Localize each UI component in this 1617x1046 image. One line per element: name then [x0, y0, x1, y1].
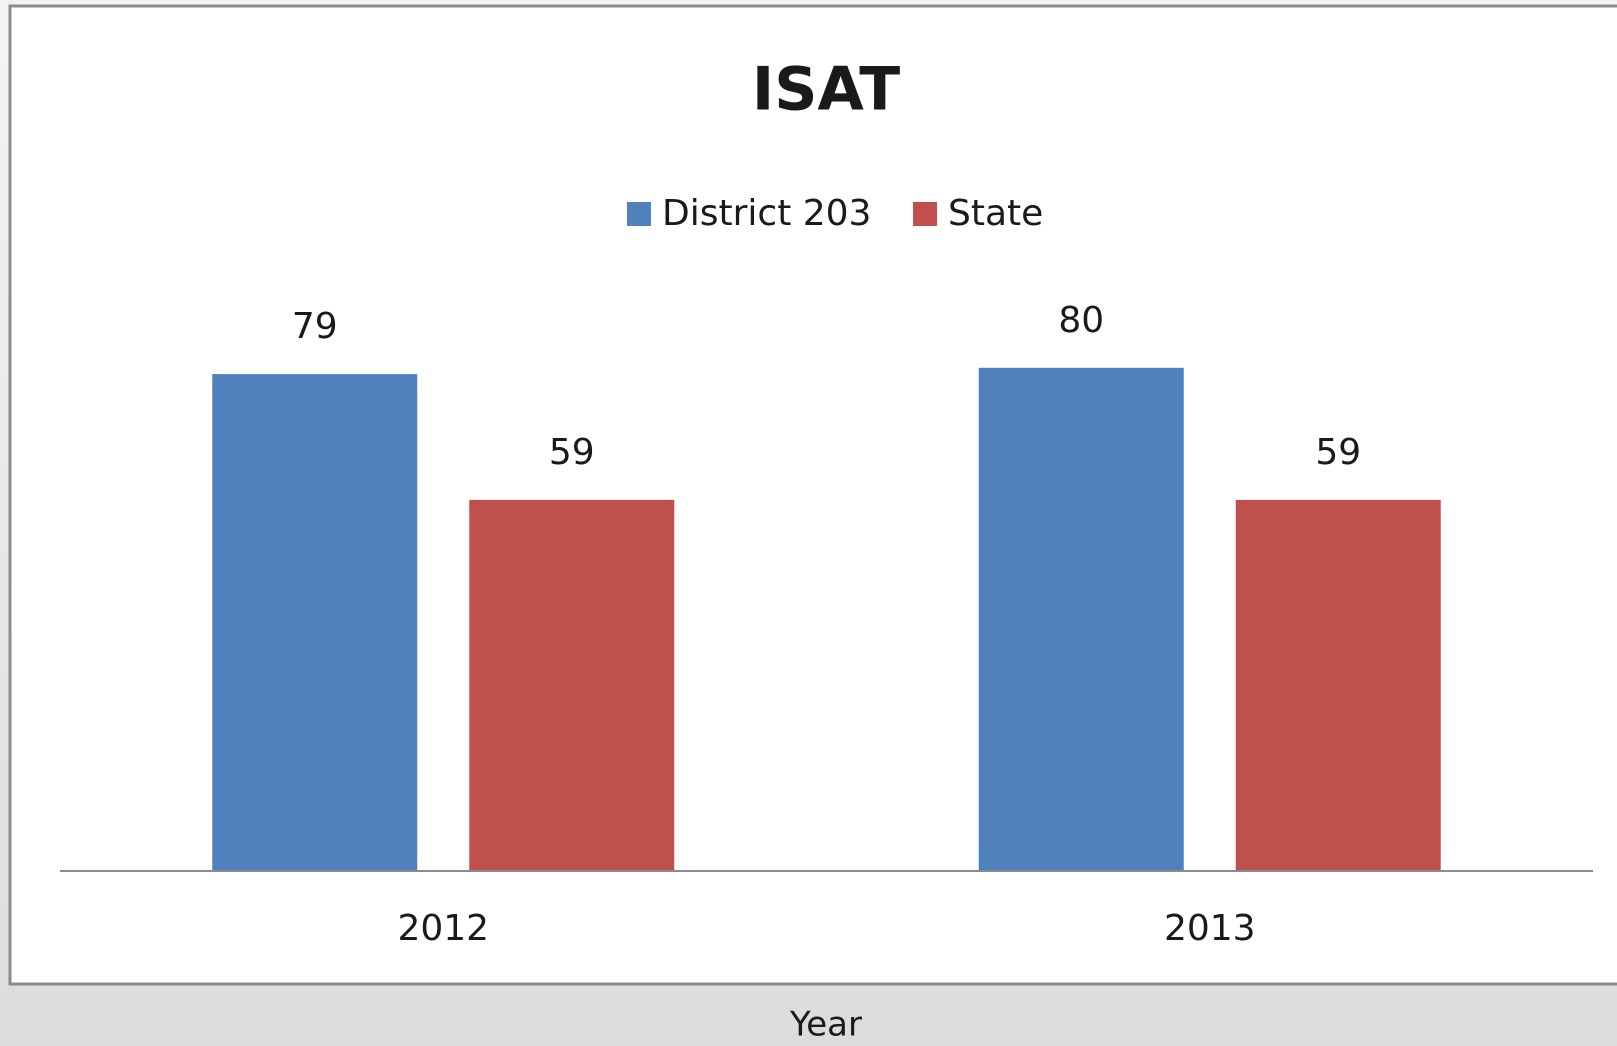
legend-label: State	[948, 193, 1043, 234]
x-tick-label: 2013	[1164, 908, 1256, 949]
data-label: 59	[1315, 432, 1361, 473]
data-label: 80	[1058, 300, 1104, 341]
x-tick-label: 2012	[397, 908, 489, 949]
chart-title: ISAT	[752, 55, 900, 125]
bar	[1235, 499, 1441, 871]
bar	[469, 499, 675, 871]
legend-swatch	[913, 202, 937, 226]
data-label: 59	[549, 432, 595, 473]
data-label: 79	[292, 306, 338, 347]
legend-label: District 203	[662, 193, 871, 234]
x-axis-label: Year	[789, 1005, 862, 1045]
bar	[212, 374, 418, 871]
bar	[978, 367, 1184, 871]
legend-swatch	[627, 202, 651, 226]
